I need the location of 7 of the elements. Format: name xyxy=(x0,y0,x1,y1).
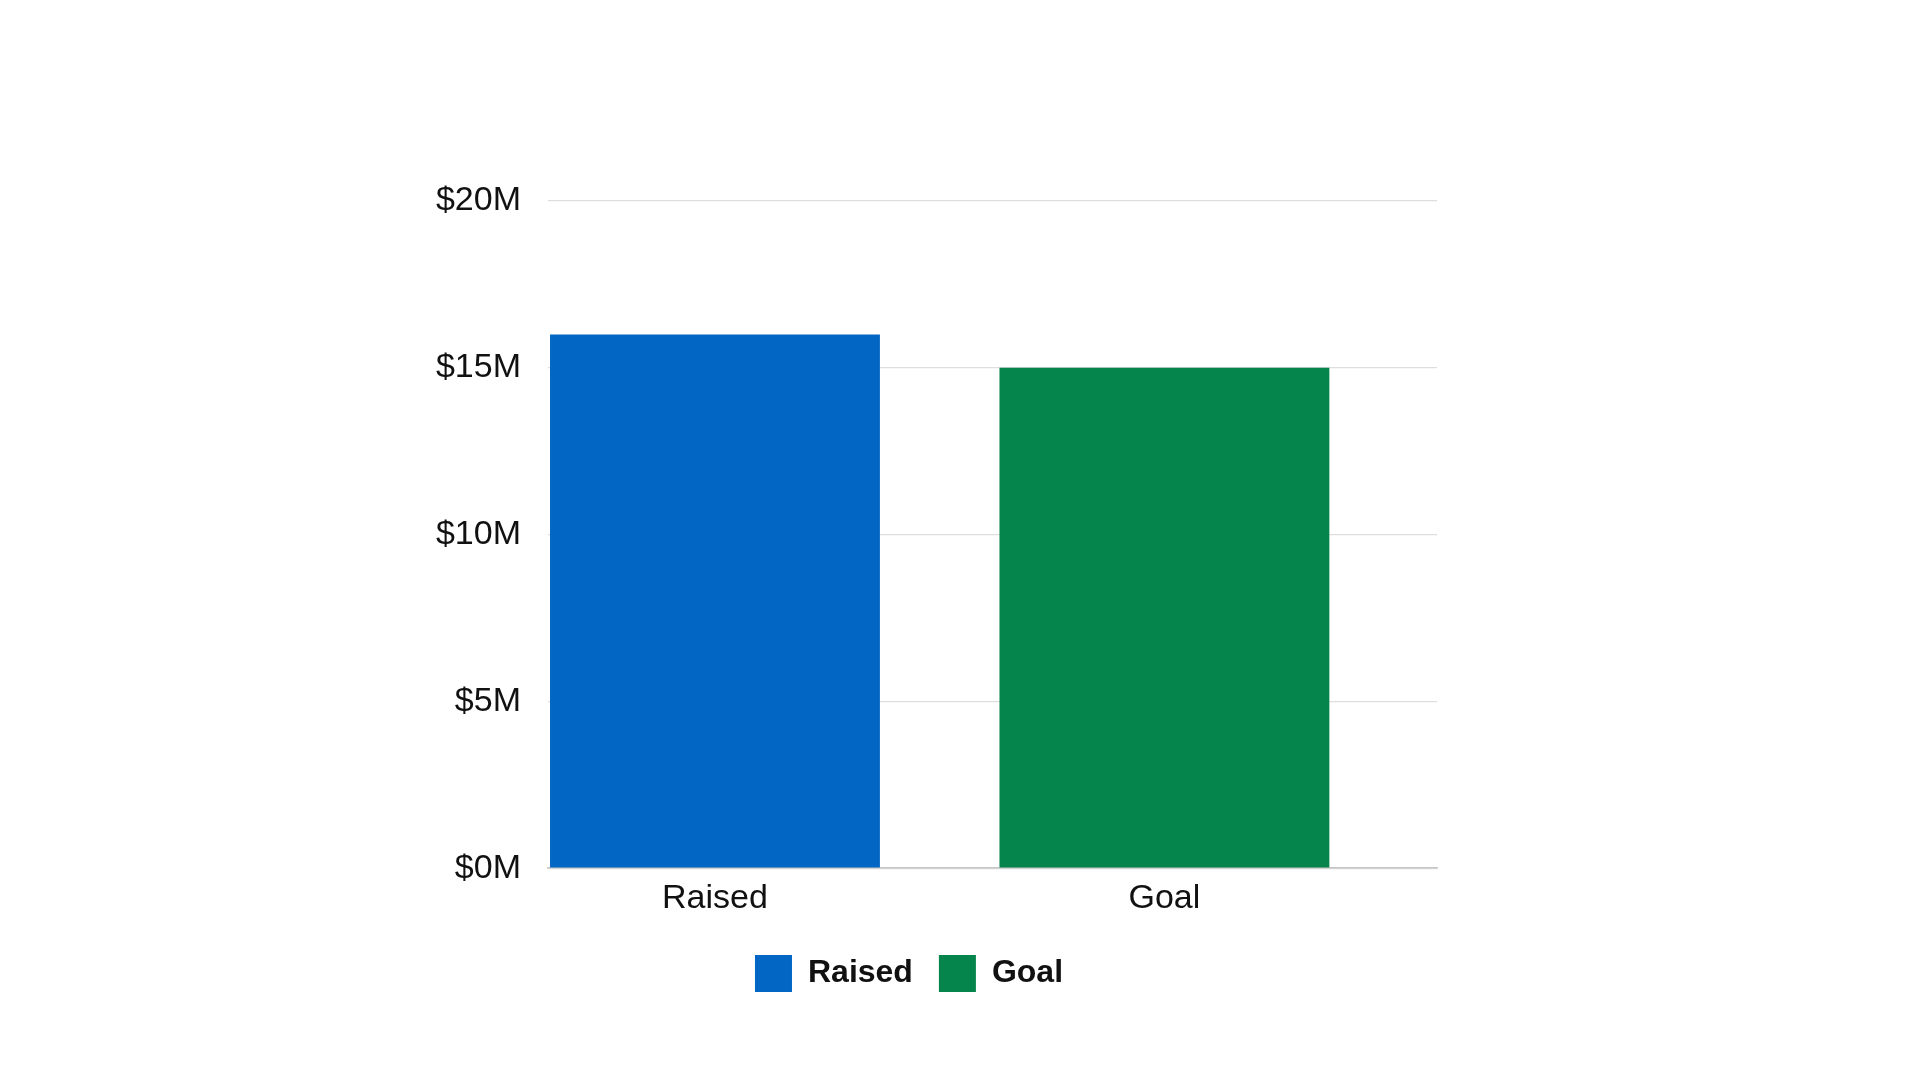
y-tick-label: $5M xyxy=(454,679,521,718)
legend-label: Raised xyxy=(807,953,913,990)
legend-label: Goal xyxy=(991,953,1064,990)
y-tick-label: $15M xyxy=(435,346,521,385)
y-tick-label: $10M xyxy=(435,512,521,551)
y-tick-label: $20M xyxy=(435,179,521,218)
y-tick-label: $0M xyxy=(454,846,521,885)
